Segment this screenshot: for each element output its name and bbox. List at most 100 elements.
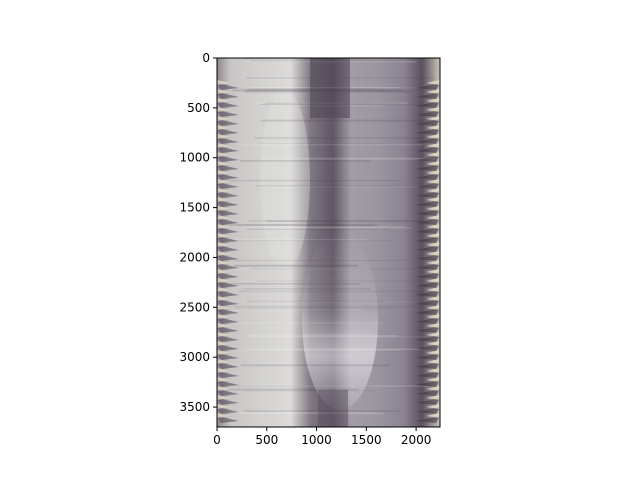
ridge-right-highlight [426, 368, 440, 373]
y-tick-label: 1000 [179, 151, 210, 165]
streak [227, 268, 370, 270]
ridge-left [217, 407, 239, 414]
ridge-left-highlight [217, 170, 231, 175]
ridge-right-highlight [426, 179, 440, 184]
ridge-right-highlight [426, 80, 440, 85]
ridge-left [217, 218, 239, 225]
ridge-left-highlight [217, 107, 231, 112]
ridge-left-highlight [217, 413, 231, 418]
y-tick-label: 500 [187, 101, 210, 115]
ridge-right [416, 416, 440, 423]
streak [238, 290, 426, 293]
x-tick-label: 2000 [401, 433, 432, 447]
ridge-left-highlight [217, 296, 231, 301]
ridge-right-highlight [426, 377, 440, 382]
ridge-left-highlight [217, 287, 231, 292]
ridge-left [217, 209, 239, 216]
ridge-right [416, 173, 440, 180]
ridge-right-highlight [426, 188, 440, 193]
ridge-right-highlight [426, 260, 440, 265]
ridge-right-highlight [426, 350, 440, 355]
ridge-right [416, 128, 440, 135]
ridge-right-highlight [426, 386, 440, 391]
ridge-left [217, 146, 239, 153]
ridge-right-highlight [426, 206, 440, 211]
streak [236, 385, 374, 387]
ridge-left [217, 254, 239, 261]
ridge-left-highlight [217, 125, 231, 130]
ridge-left [217, 290, 239, 297]
ridge-right [416, 398, 440, 405]
ridge-right-highlight [426, 125, 440, 130]
x-tick-label: 1000 [301, 433, 332, 447]
ridge-left-highlight [217, 323, 231, 328]
ridge-left-highlight [217, 377, 231, 382]
ridge-left-highlight [217, 134, 231, 139]
streak [260, 119, 440, 122]
streak [234, 88, 376, 90]
ridge-left-highlight [217, 386, 231, 391]
streak [240, 412, 384, 415]
ridge-right [416, 281, 440, 288]
ridge-left [217, 326, 239, 333]
streak [233, 259, 408, 262]
ridge-right-highlight [426, 251, 440, 256]
streak [230, 283, 361, 285]
ridge-left [217, 272, 239, 279]
ridge-left-highlight [217, 116, 231, 121]
ridge-right-highlight [426, 116, 440, 121]
ridge-left [217, 263, 239, 270]
streak [239, 159, 371, 162]
ridge-right [416, 335, 440, 342]
streak [256, 185, 411, 187]
ridge-left-highlight [217, 206, 231, 211]
y-tick-label: 3000 [179, 350, 210, 364]
ridge-left-highlight [217, 260, 231, 265]
ridge-left [217, 227, 239, 234]
streak [261, 157, 440, 160]
ridge-right [416, 317, 440, 324]
ridge-right [416, 101, 440, 108]
ridge-right-highlight [426, 332, 440, 337]
ridge-right [416, 110, 440, 117]
ridge-left-highlight [217, 350, 231, 355]
dark-band-top [310, 58, 350, 118]
ridge-left [217, 83, 239, 90]
ridge-left [217, 335, 239, 342]
ridge-left-highlight [217, 359, 231, 364]
streak [239, 143, 423, 146]
streak [237, 224, 375, 227]
ridge-left [217, 92, 239, 99]
ridge-right-highlight [426, 395, 440, 400]
streak [247, 334, 399, 337]
ridge-right [416, 182, 440, 189]
ridge-left-highlight [217, 161, 231, 166]
ridge-right-highlight [426, 107, 440, 112]
ridge-left [217, 389, 239, 396]
ridge-right-highlight [426, 323, 440, 328]
ridge-left-highlight [217, 341, 231, 346]
ridge-right [416, 353, 440, 360]
ridge-left [217, 416, 239, 423]
ridge-right [416, 371, 440, 378]
ridge-left [217, 110, 239, 117]
left-ridge-pattern [217, 80, 239, 423]
streak [237, 322, 383, 324]
y-tick-label: 2500 [179, 300, 210, 314]
ridge-right-highlight [426, 152, 440, 157]
ridge-left [217, 200, 239, 207]
streak [228, 412, 376, 414]
ridge-right-highlight [426, 143, 440, 148]
ridge-right [416, 83, 440, 90]
streak [227, 309, 365, 311]
ridge-left-highlight [217, 251, 231, 256]
streak [231, 238, 369, 241]
streak [233, 305, 423, 308]
y-tick-label: 2000 [179, 250, 210, 264]
streak [250, 226, 404, 228]
ridge-right [416, 236, 440, 243]
ridge-right [416, 164, 440, 171]
scan-image [217, 58, 440, 427]
ridge-left [217, 137, 239, 144]
ridge-left-highlight [217, 215, 231, 220]
